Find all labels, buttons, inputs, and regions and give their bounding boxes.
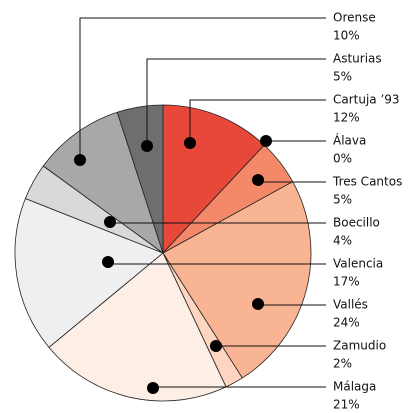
leader-dot [184,137,196,149]
legend-label: Asturias [333,52,382,66]
legend-label: Valencia [333,257,383,271]
legend-label: Álava [333,133,366,148]
legend-label: Vallés [333,298,368,312]
leader-dot [252,298,264,310]
pie-slice [116,104,164,254]
legend-label: Málaga [333,380,376,394]
leader-dot [260,135,272,147]
value-label: 17% [333,275,360,289]
leader-dot [104,216,116,228]
value-label: 10% [333,29,360,43]
pie-slice [42,111,164,255]
leader-line [146,58,326,146]
pie-slice [48,252,227,402]
value-label: 12% [333,111,360,125]
value-label: 4% [333,234,352,248]
value-label: 0% [333,152,352,166]
leader-line [79,17,326,160]
leader-dot [102,256,114,268]
leader-dot [210,340,222,352]
value-label: 2% [333,357,352,371]
leader-dot [252,174,264,186]
pie-slice [162,181,312,379]
legend-label: Zamudio [333,339,386,353]
value-label: 24% [333,316,360,330]
leader-dot [74,154,86,166]
value-label: 21% [333,398,360,412]
value-label: 5% [333,193,352,207]
leader-dot [141,140,153,152]
leader-dot [147,382,159,394]
legend-label: Cartuja ’93 [333,93,400,107]
pie-slice [14,197,164,348]
value-label: 5% [333,70,352,84]
legend-label: Orense [333,11,376,25]
leader-line [189,99,326,143]
legend-label: Boecillo [333,216,380,230]
legend-label: Tres Cantos [332,175,402,189]
